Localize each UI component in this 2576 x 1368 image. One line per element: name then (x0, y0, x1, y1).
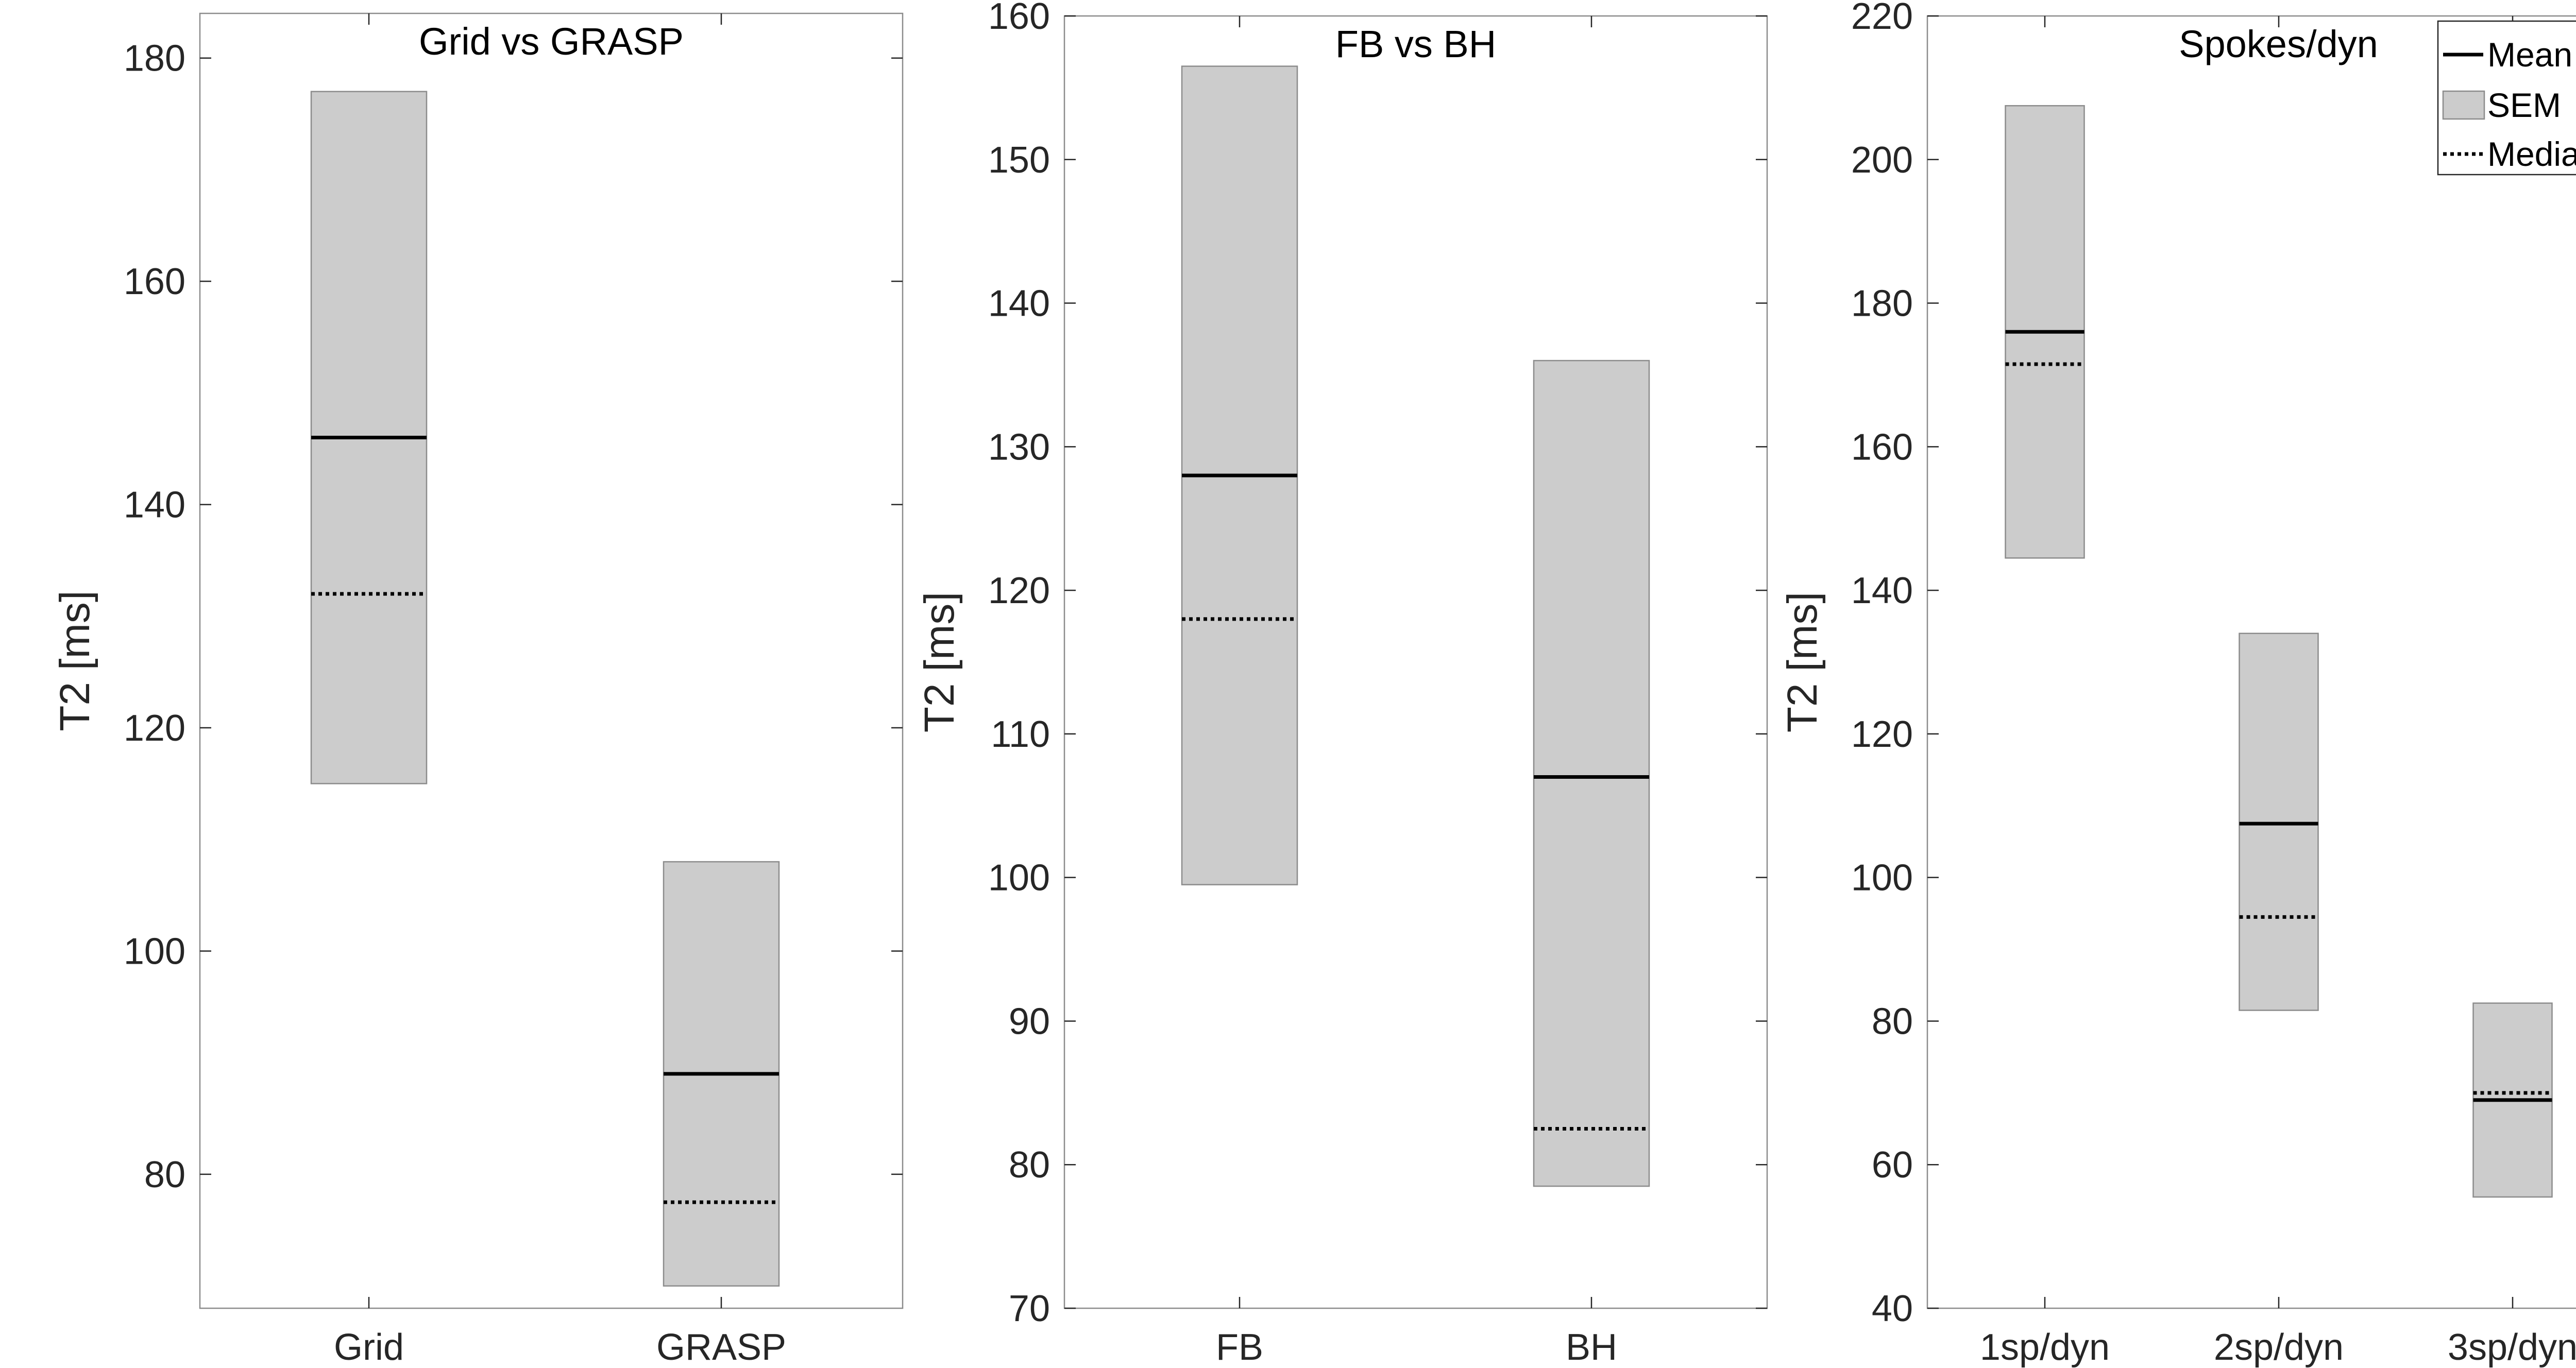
y-tick-label: 120 (1851, 714, 1913, 755)
legend-label: SEM (2487, 86, 2561, 124)
y-tick-label: 140 (1851, 570, 1913, 611)
y-tick-label: 40 (1872, 1288, 1913, 1329)
y-tick-label: 130 (988, 426, 1050, 468)
x-tick-label: GRASP (656, 1327, 786, 1368)
y-tick-label: 160 (988, 0, 1050, 37)
axes: 40 60 80 100 120 140 160 180 200 220 1sp/dyn 2sp/dy… (1851, 0, 2576, 1368)
y-tick-label: 120 (988, 570, 1050, 611)
x-tick-label: FB (1216, 1327, 1263, 1368)
y-tick-label: 200 (1851, 140, 1913, 181)
x-tick-label: 2sp/dyn (2214, 1327, 2344, 1368)
axes: 70 80 90 100 110 120 130 140 150 160 FB BH (988, 0, 1768, 1368)
y-tick-label: 100 (988, 858, 1050, 899)
y-tick-label: 100 (124, 931, 185, 972)
y-tick-label: 180 (124, 38, 185, 79)
panel-fb-vs-bh: 70 80 90 100 110 120 130 140 150 160 FB BH FB vs BH… (916, 0, 1768, 1368)
y-tick-label: 60 (1872, 1144, 1913, 1186)
x-tick-label: Grid (334, 1327, 404, 1368)
y-tick-label: 150 (988, 140, 1050, 181)
y-tick-label: 80 (1872, 1001, 1913, 1042)
y-tick-label: 90 (1009, 1001, 1050, 1042)
y-tick-label: 70 (1009, 1288, 1050, 1329)
legend-sem-swatch (2442, 90, 2485, 120)
y-tick-label: 120 (124, 708, 185, 749)
x-tick-label: BH (1566, 1327, 1617, 1368)
panel-title: Grid vs GRASP (419, 20, 684, 63)
x-tick-label: 3sp/dyn (2448, 1327, 2576, 1368)
y-axis-label: T2 [ms] (916, 592, 963, 732)
plot-area-frame (1063, 15, 1768, 1309)
y-tick-label: 80 (1009, 1144, 1050, 1186)
y-tick-label: 110 (991, 714, 1050, 755)
axes: 80 100 120 140 160 180 Grid GRASP (124, 12, 904, 1368)
y-tick-label: 140 (124, 485, 185, 526)
x-tick-label: 1sp/dyn (1980, 1327, 2110, 1368)
y-tick-label: 140 (988, 283, 1050, 324)
y-tick-label: 80 (144, 1154, 185, 1195)
y-axis-label: T2 [ms] (1779, 592, 1826, 732)
y-axis-label: T2 [ms] (52, 590, 98, 731)
panel-title: Spokes/dyn (2179, 23, 2378, 65)
sem-box (1533, 360, 1650, 1187)
legend-label: Median (2487, 135, 2576, 173)
y-tick-label: 160 (124, 261, 185, 302)
y-tick-label: 180 (1851, 283, 1913, 324)
y-tick-label: 220 (1851, 0, 1913, 37)
y-tick-label: 160 (1851, 426, 1913, 468)
panel-spokes-per-dyn: 40 60 80 100 120 140 160 180 200 220 1sp/dyn 2sp/dy… (1779, 0, 2576, 1368)
y-tick-label: 100 (1851, 858, 1913, 899)
plot-area-frame (199, 12, 904, 1309)
legend: Mean SEM Median (2437, 20, 2576, 176)
legend-label: Mean (2487, 36, 2572, 74)
panel-grid-vs-grasp: 80 100 120 140 160 180 Grid GRASP Grid vs GRASP… (52, 12, 904, 1368)
panel-title: FB vs BH (1335, 23, 1496, 65)
